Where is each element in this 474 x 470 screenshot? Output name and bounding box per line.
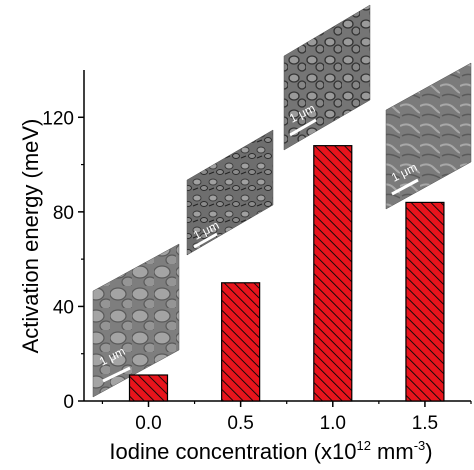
bar-1.0 (313, 145, 353, 402)
x-axis-title: Iodine concentration (x1012 mm-3) (109, 438, 432, 464)
x-tick-label: 0.5 (227, 413, 253, 434)
bar-0.0 (128, 374, 169, 402)
bars (128, 145, 445, 402)
x-ticks: 0.0 0.5 1.0 1.5 (101, 401, 472, 434)
x-tick-label: 1.0 (320, 413, 346, 434)
sem-inset-3: 1 μm (385, 62, 472, 210)
y-axis-title: Activation energy (meV) (18, 119, 43, 354)
x-axis-title-sup2: -3 (414, 438, 426, 453)
sem-inset-1: 1 μm (186, 129, 274, 256)
y-tick-label: 80 (53, 203, 74, 224)
x-axis-title-main: Iodine concentration (x10 (109, 439, 356, 464)
bar-1.5 (405, 201, 445, 402)
sem-inset-2: 1 μm (283, 4, 371, 151)
x-tick-label: 0.0 (135, 413, 161, 434)
y-tick-label: 120 (42, 108, 74, 129)
x-axis-title-mid: mm (371, 439, 414, 464)
x-axis-title-sup1: 12 (356, 438, 370, 453)
sem-inset-0: 1 μm (92, 243, 180, 398)
y-tick-label: 0 (63, 392, 74, 413)
bar-0.5 (221, 282, 261, 402)
x-tick-label: 1.5 (412, 413, 438, 434)
y-ticks: 0 40 80 120 (42, 108, 84, 413)
y-tick-label: 40 (53, 297, 74, 318)
x-axis-title-end: ) (425, 439, 432, 464)
